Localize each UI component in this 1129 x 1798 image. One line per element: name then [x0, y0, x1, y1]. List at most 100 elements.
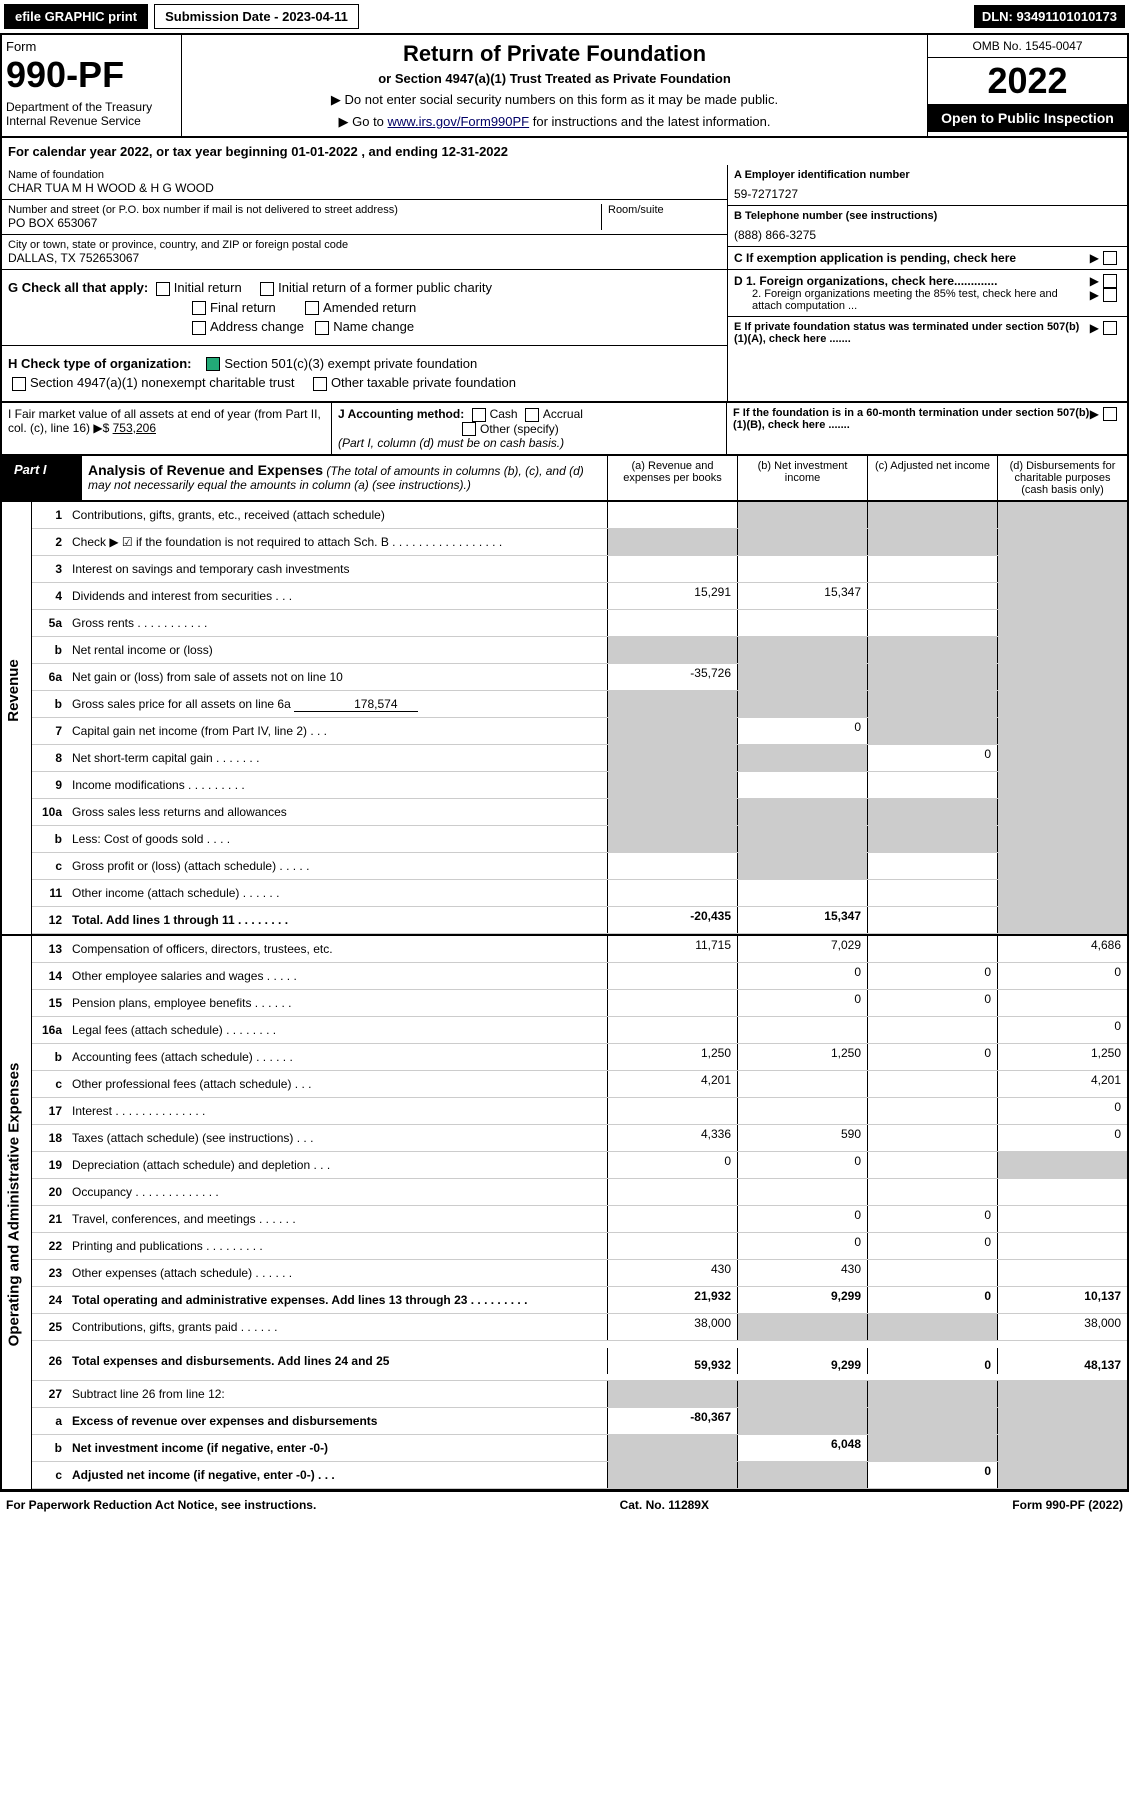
submission-btn[interactable]: Submission Date - 2023-04-11	[154, 4, 359, 29]
row-25: Contributions, gifts, grants paid . . . …	[68, 1318, 607, 1336]
r13-a: 11,715	[607, 936, 737, 962]
cash-checkbox[interactable]	[472, 408, 486, 422]
r26-a: 59,932	[607, 1348, 737, 1374]
r16b-c: 0	[867, 1044, 997, 1070]
r26-d: 48,137	[997, 1348, 1127, 1374]
accrual-checkbox[interactable]	[525, 408, 539, 422]
row-6b: Gross sales price for all assets on line…	[72, 697, 291, 711]
row-6a: Net gain or (loss) from sale of assets n…	[68, 668, 607, 686]
r16a-d: 0	[997, 1017, 1127, 1043]
row-1: Contributions, gifts, grants, etc., rece…	[68, 506, 607, 524]
d2-checkbox[interactable]	[1103, 288, 1117, 302]
r16c-a: 4,201	[607, 1071, 737, 1097]
r21-b: 0	[737, 1206, 867, 1232]
other-method-checkbox[interactable]	[462, 422, 476, 436]
accrual-label: Accrual	[543, 407, 583, 421]
g-label: G Check all that apply:	[8, 280, 148, 295]
r27c-c: 0	[867, 1462, 997, 1488]
row-7: Capital gain net income (from Part IV, l…	[68, 722, 607, 740]
r16b-a: 1,250	[607, 1044, 737, 1070]
form-title: Return of Private Foundation	[188, 41, 921, 67]
amended: Amended return	[323, 300, 416, 315]
form-subtitle: or Section 4947(a)(1) Trust Treated as P…	[188, 71, 921, 86]
row-10b: Less: Cost of goods sold . . . .	[68, 830, 607, 848]
r6b-val: 178,574	[294, 697, 417, 712]
foundation-name: CHAR TUA M H WOOD & H G WOOD	[8, 181, 721, 195]
form-label: Form	[6, 39, 177, 54]
r27b-b: 6,048	[737, 1435, 867, 1461]
footer-mid: Cat. No. 11289X	[620, 1498, 709, 1512]
col-d-hdr: (d) Disbursements for charitable purpose…	[997, 456, 1127, 500]
top-bar: efile GRAPHIC print Submission Date - 20…	[0, 0, 1129, 33]
c-checkbox[interactable]	[1103, 251, 1117, 265]
row-22: Printing and publications . . . . . . . …	[68, 1237, 607, 1255]
entity-info: Name of foundation CHAR TUA M H WOOD & H…	[0, 165, 1129, 403]
r16c-d: 4,201	[997, 1071, 1127, 1097]
r27a-a: -80,367	[607, 1408, 737, 1434]
fmv-value: 753,206	[113, 421, 156, 435]
row-10a: Gross sales less returns and allowances	[68, 803, 607, 821]
row-15: Pension plans, employee benefits . . . .…	[68, 994, 607, 1012]
r24-d: 10,137	[997, 1287, 1127, 1313]
expenses-side-label: Operating and Administrative Expenses	[5, 1063, 22, 1347]
row-24: Total operating and administrative expen…	[68, 1291, 607, 1309]
r16b-d: 1,250	[997, 1044, 1127, 1070]
f-checkbox[interactable]	[1103, 407, 1117, 421]
dept: Department of the Treasury Internal Reve…	[6, 100, 177, 128]
row-27: Subtract line 26 from line 12:	[68, 1385, 607, 1403]
tax-year: 2022	[928, 58, 1127, 104]
4947-checkbox[interactable]	[12, 377, 26, 391]
j-label: J Accounting method:	[338, 407, 464, 421]
other-taxable: Other taxable private foundation	[331, 375, 516, 390]
r22-c: 0	[867, 1233, 997, 1259]
address-change-checkbox[interactable]	[192, 321, 206, 335]
h-label: H Check type of organization:	[8, 356, 191, 371]
other-label: Other (specify)	[480, 422, 559, 436]
row-18: Taxes (attach schedule) (see instruction…	[68, 1129, 607, 1147]
f-label: F If the foundation is in a 60-month ter…	[733, 407, 1090, 451]
row-26: Total expenses and disbursements. Add li…	[68, 1352, 607, 1370]
row-5b: Net rental income or (loss)	[68, 641, 607, 659]
final-return-checkbox[interactable]	[192, 301, 206, 315]
row-16b: Accounting fees (attach schedule) . . . …	[68, 1048, 607, 1066]
name-change: Name change	[333, 319, 414, 334]
row-11: Other income (attach schedule) . . . . .…	[68, 884, 607, 902]
efile-btn[interactable]: efile GRAPHIC print	[4, 4, 148, 29]
row-8: Net short-term capital gain . . . . . . …	[68, 749, 607, 767]
d1-checkbox[interactable]	[1103, 274, 1117, 288]
other-taxable-checkbox[interactable]	[313, 377, 327, 391]
r24-c: 0	[867, 1287, 997, 1313]
address: PO BOX 653067	[8, 216, 601, 230]
calendar-year: For calendar year 2022, or tax year begi…	[0, 138, 1129, 165]
r15-c: 0	[867, 990, 997, 1016]
r25-a: 38,000	[607, 1314, 737, 1340]
row-9: Income modifications . . . . . . . . .	[68, 776, 607, 794]
col-b-hdr: (b) Net investment income	[737, 456, 867, 500]
name-change-checkbox[interactable]	[315, 321, 329, 335]
501c3: Section 501(c)(3) exempt private foundat…	[224, 356, 477, 371]
inst-link[interactable]: www.irs.gov/Form990PF	[388, 114, 530, 129]
col-a-hdr: (a) Revenue and expenses per books	[607, 456, 737, 500]
row-19: Depreciation (attach schedule) and deple…	[68, 1156, 607, 1174]
501c3-checkbox[interactable]	[206, 357, 220, 371]
r4-b: 15,347	[737, 583, 867, 609]
r18-b: 590	[737, 1125, 867, 1151]
r24-a: 21,932	[607, 1287, 737, 1313]
r14-c: 0	[867, 963, 997, 989]
footer-right: Form 990-PF (2022)	[1012, 1498, 1123, 1512]
name-label: Name of foundation	[8, 169, 721, 181]
row-23: Other expenses (attach schedule) . . . .…	[68, 1264, 607, 1282]
r4-a: 15,291	[607, 583, 737, 609]
r6a-a: -35,726	[607, 664, 737, 690]
amended-checkbox[interactable]	[305, 301, 319, 315]
row-10c: Gross profit or (loss) (attach schedule)…	[68, 857, 607, 875]
r8-c: 0	[867, 745, 997, 771]
initial-return-checkbox[interactable]	[156, 282, 170, 296]
row-27b: Net investment income (if negative, ente…	[68, 1439, 607, 1457]
r19-b: 0	[737, 1152, 867, 1178]
e-checkbox[interactable]	[1103, 321, 1117, 335]
e-label: E If private foundation status was termi…	[734, 321, 1090, 345]
initial-former-checkbox[interactable]	[260, 282, 274, 296]
r24-b: 9,299	[737, 1287, 867, 1313]
r25-d: 38,000	[997, 1314, 1127, 1340]
